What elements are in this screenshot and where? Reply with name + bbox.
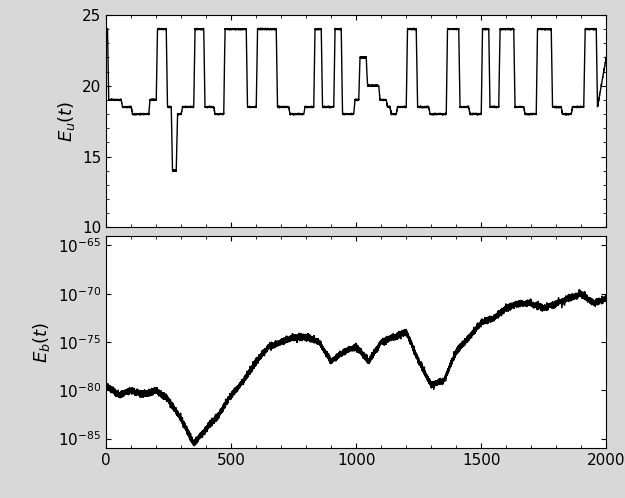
- Y-axis label: $E_u(t)$: $E_u(t)$: [56, 101, 77, 142]
- Y-axis label: $E_b(t)$: $E_b(t)$: [31, 321, 52, 363]
